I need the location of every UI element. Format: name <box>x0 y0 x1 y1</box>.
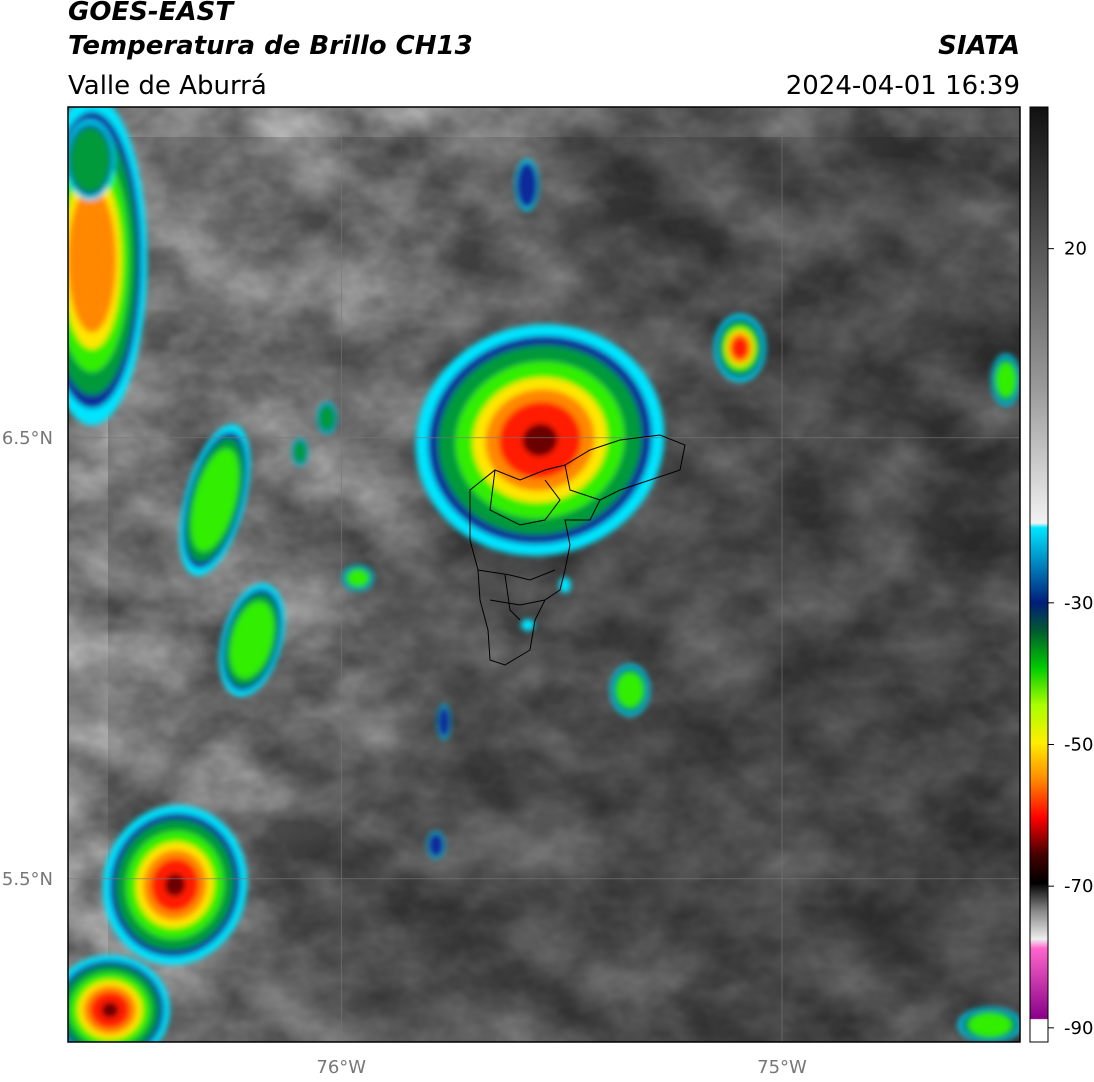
subtitle: Temperatura de Brillo CH13 <box>68 31 473 61</box>
map-frame <box>67 106 1021 1043</box>
cloud-cell <box>437 705 451 739</box>
colorbar-ticks: 20 -30 -50 -70 -90 <box>1048 239 1093 1039</box>
colorbar-tick-label: -30 <box>1064 593 1093 614</box>
cloud-cell <box>347 569 369 587</box>
cloud-cell <box>522 423 558 457</box>
cloud-cell <box>521 619 535 631</box>
cloud-cell <box>68 187 117 333</box>
title: GOES-EAST <box>68 0 235 27</box>
region: Valle de Aburrá <box>68 71 267 101</box>
source: SIATA <box>938 31 1020 61</box>
colorbar-tick-label: -90 <box>1064 1018 1093 1039</box>
municipal-boundaries <box>469 434 686 666</box>
cloud-cell <box>516 161 538 209</box>
map <box>68 107 1020 1042</box>
colorbar-tick-label: -50 <box>1064 735 1093 756</box>
cloud-cell <box>318 404 336 432</box>
cloud-cell <box>995 362 1017 398</box>
cloud-cell <box>968 1012 1012 1038</box>
cloud-cell <box>427 832 445 858</box>
cloud-cell <box>731 336 749 360</box>
graticule <box>68 107 1020 1042</box>
x-tick-label: 76°W <box>316 1057 366 1078</box>
x-tick-label: 75°W <box>757 1057 807 1078</box>
cloud-cell <box>190 448 240 552</box>
colorbar <box>1029 106 1049 1043</box>
cloud-cell <box>616 672 644 708</box>
colorbar-tick-label: -70 <box>1064 876 1093 897</box>
cloud-cell <box>101 1002 119 1018</box>
y-tick-label: 5.5°N <box>2 869 53 890</box>
storm-cells <box>68 107 1020 1042</box>
cloud-cell <box>229 601 275 679</box>
y-tick-label: 6.5°N <box>2 428 53 449</box>
axis-labels: 76°W 75°W 6.5°N 5.5°N <box>2 428 807 1078</box>
cloud-cell <box>293 440 307 464</box>
timestamp: 2024-04-01 16:39 <box>786 71 1020 101</box>
colorbar-tick-label: 20 <box>1064 239 1087 260</box>
cloud-cell <box>164 873 186 897</box>
cloud-cell <box>69 127 111 193</box>
